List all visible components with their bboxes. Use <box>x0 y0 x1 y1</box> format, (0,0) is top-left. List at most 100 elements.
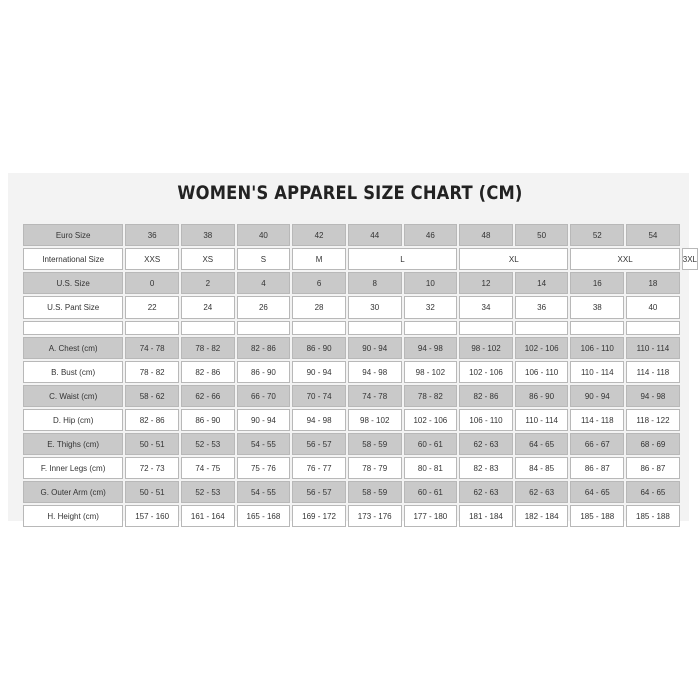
measurement-cell: 102 - 106 <box>403 409 458 431</box>
measurement-cell: 78 - 82 <box>180 337 235 359</box>
euro-size-cell: 44 <box>347 224 402 246</box>
euro-size-cell: 40 <box>236 224 291 246</box>
blank-cell <box>570 321 625 335</box>
measurement-cell: 86 - 90 <box>180 409 235 431</box>
measurement-cell: 76 - 77 <box>292 457 346 479</box>
measurement-cell: 114 - 118 <box>570 409 625 431</box>
measurement-cell: 106 - 110 <box>459 409 513 431</box>
us-pant-size-cell: 32 <box>403 296 458 319</box>
measurement-cell: 82 - 86 <box>459 385 513 407</box>
measurement-cell: 90 - 94 <box>570 385 625 407</box>
chart-title: WOMEN'S APPAREL SIZE CHART (CM) <box>177 182 523 204</box>
measurement-cell: 94 - 98 <box>347 361 402 383</box>
measurement-cell: 94 - 98 <box>403 337 458 359</box>
row-label: A. Chest (cm) <box>23 337 124 359</box>
us-size-cell: 8 <box>347 272 402 294</box>
us-size-cell: 6 <box>292 272 346 294</box>
size-chart-body: Euro Size 36 38 40 42 44 46 48 50 52 54 Internation… <box>23 224 698 527</box>
international-size-cell: XXS <box>125 248 179 270</box>
measurement-cell: 82 - 86 <box>236 337 291 359</box>
measurement-cell: 58 - 62 <box>125 385 179 407</box>
measurement-cell: 82 - 86 <box>180 361 235 383</box>
euro-size-cell: 54 <box>626 224 680 246</box>
row-label: D. Hip (cm) <box>23 409 124 431</box>
measurement-cell: 169 - 172 <box>292 505 346 527</box>
measurement-cell: 64 - 65 <box>626 481 680 503</box>
row-label: F. Inner Legs (cm) <box>23 457 124 479</box>
measurement-cell: 181 - 184 <box>459 505 513 527</box>
blank-cell <box>23 321 124 335</box>
blank-row <box>23 321 698 335</box>
measurement-row: F. Inner Legs (cm) 72 - 73 74 - 75 75 - 76 7… <box>23 457 698 479</box>
euro-size-cell: 50 <box>514 224 569 246</box>
measurement-cell: 86 - 90 <box>514 385 569 407</box>
measurement-cell: 82 - 83 <box>459 457 513 479</box>
measurement-cell: 86 - 90 <box>236 361 291 383</box>
blank-cell <box>292 321 346 335</box>
row-label: Euro Size <box>23 224 124 246</box>
us-pant-size-cell: 30 <box>347 296 402 319</box>
measurement-cell: 62 - 63 <box>459 433 513 455</box>
measurement-cell: 70 - 74 <box>292 385 346 407</box>
measurement-cell: 173 - 176 <box>347 505 402 527</box>
us-size-cell: 12 <box>459 272 513 294</box>
us-size-cell: 10 <box>403 272 458 294</box>
measurement-cell: 66 - 67 <box>570 433 625 455</box>
measurement-cell: 102 - 106 <box>514 337 569 359</box>
blank-cell <box>347 321 402 335</box>
row-label: C. Waist (cm) <box>23 385 124 407</box>
measurement-cell: 50 - 51 <box>125 433 179 455</box>
measurement-cell: 110 - 114 <box>626 337 680 359</box>
measurement-cell: 74 - 75 <box>180 457 235 479</box>
measurement-cell: 56 - 57 <box>292 481 346 503</box>
us-pant-size-cell: 22 <box>125 296 179 319</box>
measurement-cell: 157 - 160 <box>125 505 179 527</box>
us-size-cell: 4 <box>236 272 291 294</box>
international-size-cell: XL <box>459 248 569 270</box>
measurement-cell: 64 - 65 <box>514 433 569 455</box>
measurement-cell: 82 - 86 <box>125 409 179 431</box>
euro-size-cell: 42 <box>292 224 346 246</box>
row-label: H. Height (cm) <box>23 505 124 527</box>
international-size-cell: XS <box>180 248 235 270</box>
euro-size-row: Euro Size 36 38 40 42 44 46 48 50 52 54 <box>23 224 698 246</box>
measurement-cell: 110 - 114 <box>570 361 625 383</box>
measurement-cell: 54 - 55 <box>236 481 291 503</box>
measurement-cell: 94 - 98 <box>626 385 680 407</box>
euro-size-cell: 46 <box>403 224 458 246</box>
measurement-cell: 66 - 70 <box>236 385 291 407</box>
measurement-cell: 58 - 59 <box>347 433 402 455</box>
us-pant-size-cell: 38 <box>570 296 625 319</box>
us-pant-size-cell: 28 <box>292 296 346 319</box>
blank-cell <box>626 321 680 335</box>
row-label: E. Thighs (cm) <box>23 433 124 455</box>
measurement-row: C. Waist (cm) 58 - 62 62 - 66 66 - 70 70 - 7… <box>23 385 698 407</box>
measurement-cell: 54 - 55 <box>236 433 291 455</box>
us-size-cell: 14 <box>514 272 569 294</box>
measurement-row: B. Bust (cm) 78 - 82 82 - 86 86 - 90 90 - 94… <box>23 361 698 383</box>
measurement-cell: 94 - 98 <box>292 409 346 431</box>
us-pant-size-cell: 34 <box>459 296 513 319</box>
row-label: International Size <box>23 248 124 270</box>
blank-cell <box>236 321 291 335</box>
measurement-cell: 58 - 59 <box>347 481 402 503</box>
measurement-cell: 90 - 94 <box>292 361 346 383</box>
measurement-row: H. Height (cm) 157 - 160 161 - 164 165 - 16… <box>23 505 698 527</box>
measurement-cell: 62 - 66 <box>180 385 235 407</box>
measurement-cell: 56 - 57 <box>292 433 346 455</box>
measurement-cell: 161 - 164 <box>180 505 235 527</box>
measurement-cell: 62 - 63 <box>514 481 569 503</box>
euro-size-cell: 38 <box>180 224 235 246</box>
measurement-cell: 90 - 94 <box>347 337 402 359</box>
size-chart-table: Euro Size 36 38 40 42 44 46 48 50 52 54 Internation… <box>21 222 700 529</box>
row-label: B. Bust (cm) <box>23 361 124 383</box>
blank-cell <box>459 321 513 335</box>
us-pant-size-cell: 26 <box>236 296 291 319</box>
measurement-cell: 78 - 82 <box>125 361 179 383</box>
row-label: G. Outer Arm (cm) <box>23 481 124 503</box>
measurement-cell: 52 - 53 <box>180 481 235 503</box>
measurement-cell: 182 - 184 <box>514 505 569 527</box>
measurement-cell: 102 - 106 <box>459 361 513 383</box>
measurement-cell: 98 - 102 <box>459 337 513 359</box>
measurement-row: A. Chest (cm) 74 - 78 78 - 82 82 - 86 86 - 9… <box>23 337 698 359</box>
